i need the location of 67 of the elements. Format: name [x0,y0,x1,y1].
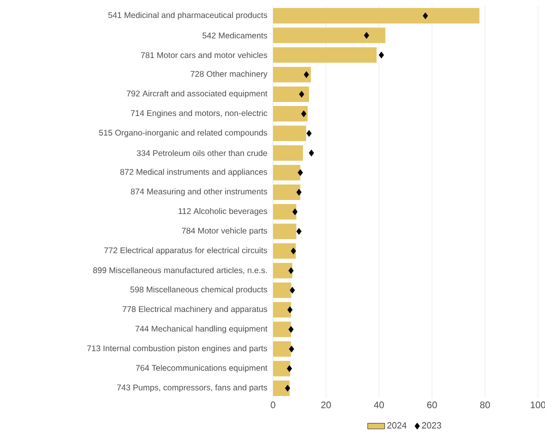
y-tick-label: 792 Aircraft and associated equipment [126,90,268,98]
point [296,228,302,235]
legend-label: 2024 [387,422,407,429]
point [286,365,292,372]
bar [273,126,306,142]
point [288,326,294,333]
y-tick-label: 728 Other machinery [190,70,268,78]
bar [273,8,480,24]
point [378,52,384,58]
point [299,90,304,98]
point [306,130,312,137]
bar [273,28,386,44]
bar [273,322,292,338]
y-tick-label: 743 Pumps, compressors, fans and parts [117,384,268,392]
bar [273,224,296,240]
point [304,71,309,78]
bar [273,243,296,259]
bar [273,282,292,298]
bar [273,262,292,278]
bar [273,341,292,357]
y-tick-label: 764 Telecommunications equipment [136,364,268,372]
y-tick-label: 515 Organo-inorganic and related compounds [99,130,268,138]
y-tick-label: 784 Motor vehicle parts [182,228,268,236]
point [290,286,295,294]
bar [273,47,377,63]
bar [273,86,310,102]
y-tick-label: 778 Electrical machinery and apparatus [122,306,268,314]
bar [273,164,300,180]
y-tick-label: 112 Alcoholic beverages [178,208,268,216]
point [284,384,290,392]
bar [273,66,311,82]
point [290,248,296,254]
point [296,188,302,196]
bar [273,360,290,376]
y-tick-label: 598 Miscellaneous chemical products [130,286,268,294]
y-tick-label: 541 Medicinal and pharmaceutical products [108,12,268,20]
y-tick-label: 899 Miscellaneous manufactured articles, n.e.s. [93,267,267,274]
point [288,267,294,274]
x-tick-label: 0 [270,402,276,408]
y-tick-label: 542 Medicaments [202,32,268,38]
point [298,169,303,176]
point [308,150,314,156]
bar [273,145,303,161]
bar [273,204,296,220]
point [422,12,428,20]
bar [273,380,290,396]
y-tick-label: 334 Petroleum oils other than crude [136,150,268,156]
x-tick-label: 80 [480,402,490,408]
point [287,306,293,314]
bar [273,302,292,318]
point [292,208,298,216]
bar [273,106,308,122]
bar [273,184,300,200]
y-tick-label: 781 Motor cars and motor vehicles [141,52,268,58]
point [301,110,306,118]
y-tick-label: 872 Medical instruments and appliances [120,168,268,176]
point [364,32,370,39]
legend-label: 2023 [422,422,442,429]
y-tick-label: 713 Internal combustion piston engines and parts [87,345,268,353]
y-tick-label: 714 Engines and motors, non-electric [130,110,268,118]
point [288,346,294,352]
x-tick-label: 60 [427,402,437,408]
y-tick-label: 772 Electrical apparatus for electrical circuits [104,247,268,255]
x-tick-label: 40 [374,402,384,408]
y-tick-label: 744 Mechanical handling equipment [136,326,268,334]
x-tick-label: 20 [321,402,331,408]
y-tick-label: 874 Measuring and other instruments [130,188,268,196]
